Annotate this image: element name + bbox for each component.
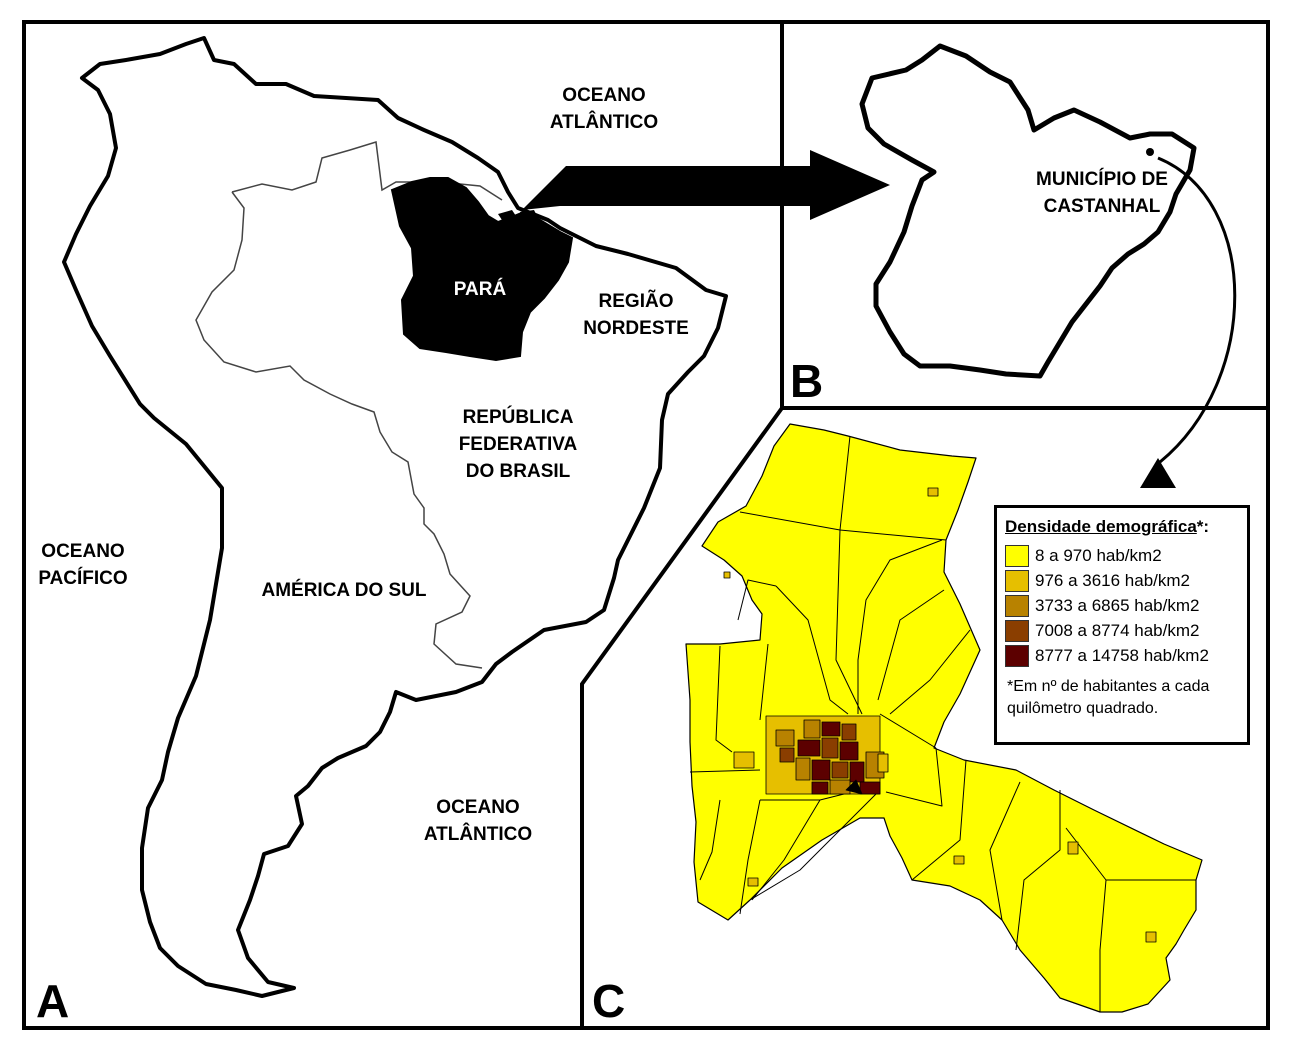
arrow-to-panel-c [1157,156,1237,464]
panel-b-letter: B [790,355,824,407]
panel-c-letter: C [592,975,626,1027]
legend-title-suffix: *: [1196,517,1210,536]
small-tracts [723,487,1157,943]
legend-title: Densidade demográfica*: [1005,516,1241,538]
south-america-map [62,36,890,998]
para-islands [498,210,540,226]
legend-item: 7008 a 8774 hab/km2 [1005,619,1241,643]
outer-frame [22,20,1270,1030]
panel-a-letter: A [36,975,70,1027]
brazil-label: REPÚBLICA FEDERATIVA DO BRASIL [458,407,578,482]
region-nordeste-label: REGIÃO NORDESTE [583,291,689,339]
legend-item-label: 976 a 3616 hab/km2 [1035,571,1191,590]
south-america-label: AMÉRICA DO SUL [261,580,427,601]
legend-item: 3733 a 6865 hab/km2 [1005,594,1241,618]
legend-item: 976 a 3616 hab/km2 [1005,569,1241,593]
legend-item: 8777 a 14758 hab/km2 [1005,644,1241,668]
legend-swatch [1005,595,1029,617]
legend-item-label: 3733 a 6865 hab/km2 [1035,596,1200,615]
density-legend: Densidade demográfica*: 8 a 970 hab/km2 9… [994,505,1250,745]
urban-core [733,715,889,795]
legend-swatch [1005,620,1029,642]
arrow-head-c [1140,458,1176,488]
legend-item-label: 8777 a 14758 hab/km2 [1035,646,1209,665]
castanhal-municipality [685,423,1203,1013]
legend-item: 8 a 970 hab/km2 [1005,544,1241,568]
panel-dividers [580,22,1268,1028]
legend-item-label: 7008 a 8774 hab/km2 [1035,621,1200,640]
legend-swatch [1005,545,1029,567]
legend-title-text: Densidade demográfica [1005,517,1197,536]
ocean-atlantic-south-label: OCEANO ATLÂNTICO [423,797,533,845]
arrow-to-panel-b [522,150,890,220]
para-state-outline [859,43,1197,379]
legend-rows: 8 a 970 hab/km2 976 a 3616 hab/km2 3733 a … [1005,544,1241,668]
legend-note: *Em nº de habitantes a cada quilômetro q… [1007,678,1210,717]
castanhal-location-marker [1146,148,1154,156]
para-label: PARÁ [453,279,507,300]
legend-swatch [1005,645,1029,667]
castanhal-density-map [685,423,1203,1013]
ocean-atlantic-north-label: OCEANO ATLÂNTICO [549,85,659,133]
ocean-pacific-label: OCEANO PACÍFICO [38,541,128,589]
legend-item-label: 8 a 970 hab/km2 [1035,546,1162,565]
para-outline-map [859,43,1237,488]
municipality-label: MUNICÍPIO DE CASTANHAL [1036,169,1168,217]
legend-swatch [1005,570,1029,592]
